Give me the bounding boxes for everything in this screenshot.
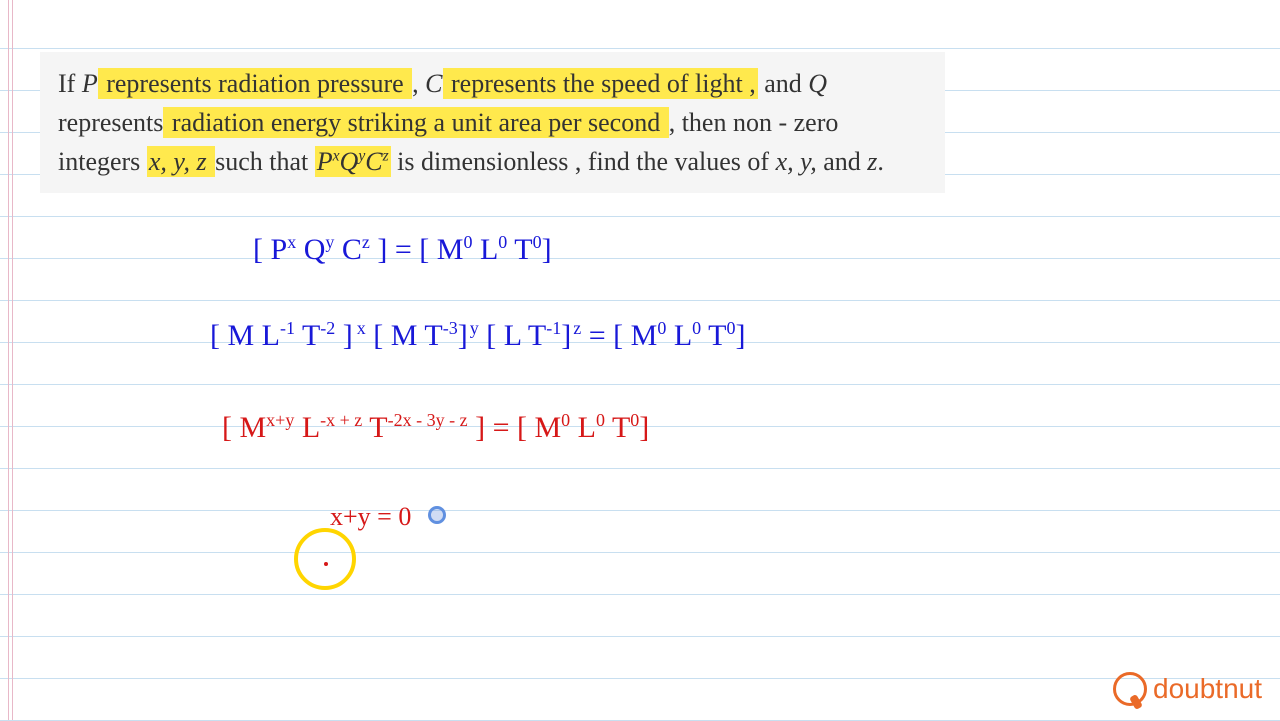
equation-2: [ M L-1 T-2 ]x [ M T-3]y [ L T-1]z = [ M… — [210, 318, 745, 353]
q-P: P — [82, 69, 98, 98]
q-t9: such that — [215, 147, 315, 176]
q-hl1: represents radiation pressure — [98, 68, 412, 99]
q-dot: . — [877, 147, 884, 176]
ruled-line — [0, 678, 1280, 679]
cursor-dot — [324, 562, 328, 566]
logo-icon — [1113, 672, 1147, 706]
ruled-line — [0, 510, 1280, 511]
pen-cursor — [428, 506, 446, 524]
q-t5: and — [758, 69, 809, 98]
ruled-line — [0, 384, 1280, 385]
q-hl2: represents the speed of light , — [443, 68, 758, 99]
q-xyz2: x, y, — [776, 147, 824, 176]
q-PQC-wrap: PxQyCz — [315, 146, 391, 177]
ruled-line — [0, 216, 1280, 217]
q-xyz: x, y, z — [147, 146, 215, 177]
q-and: and — [823, 147, 867, 176]
equation-3: [ Mx+y L-x + z T-2x - 3y - z ] = [ M0 L0… — [222, 410, 649, 445]
q-t3: , — [412, 69, 425, 98]
q-t6: represents — [58, 108, 163, 137]
q-t10: is dimensionless , find the values of — [391, 147, 769, 176]
ruled-line — [0, 48, 1280, 49]
equation-1: [ Px Qy Cz ] = [ M0 L0 T0] — [253, 232, 552, 267]
ruled-line — [0, 468, 1280, 469]
q-C: C — [425, 69, 442, 98]
equation-4: x+y = 0 — [330, 502, 411, 532]
margin-line-2 — [12, 0, 13, 720]
ruled-line — [0, 258, 1280, 259]
ruled-line — [0, 300, 1280, 301]
question-text: If P represents radiation pressure , C r… — [40, 52, 945, 193]
highlight-circle — [294, 528, 356, 590]
q-Q: Q — [808, 69, 827, 98]
q-t1: If — [58, 69, 82, 98]
margin-line-1 — [8, 0, 9, 720]
logo-text: doubtnut — [1153, 673, 1262, 705]
q-z2: z — [867, 147, 877, 176]
ruled-line — [0, 594, 1280, 595]
ruled-line — [0, 552, 1280, 553]
ruled-line — [0, 636, 1280, 637]
brand-logo: doubtnut — [1113, 672, 1262, 706]
q-hl3: radiation energy striking a unit area pe… — [163, 107, 668, 138]
